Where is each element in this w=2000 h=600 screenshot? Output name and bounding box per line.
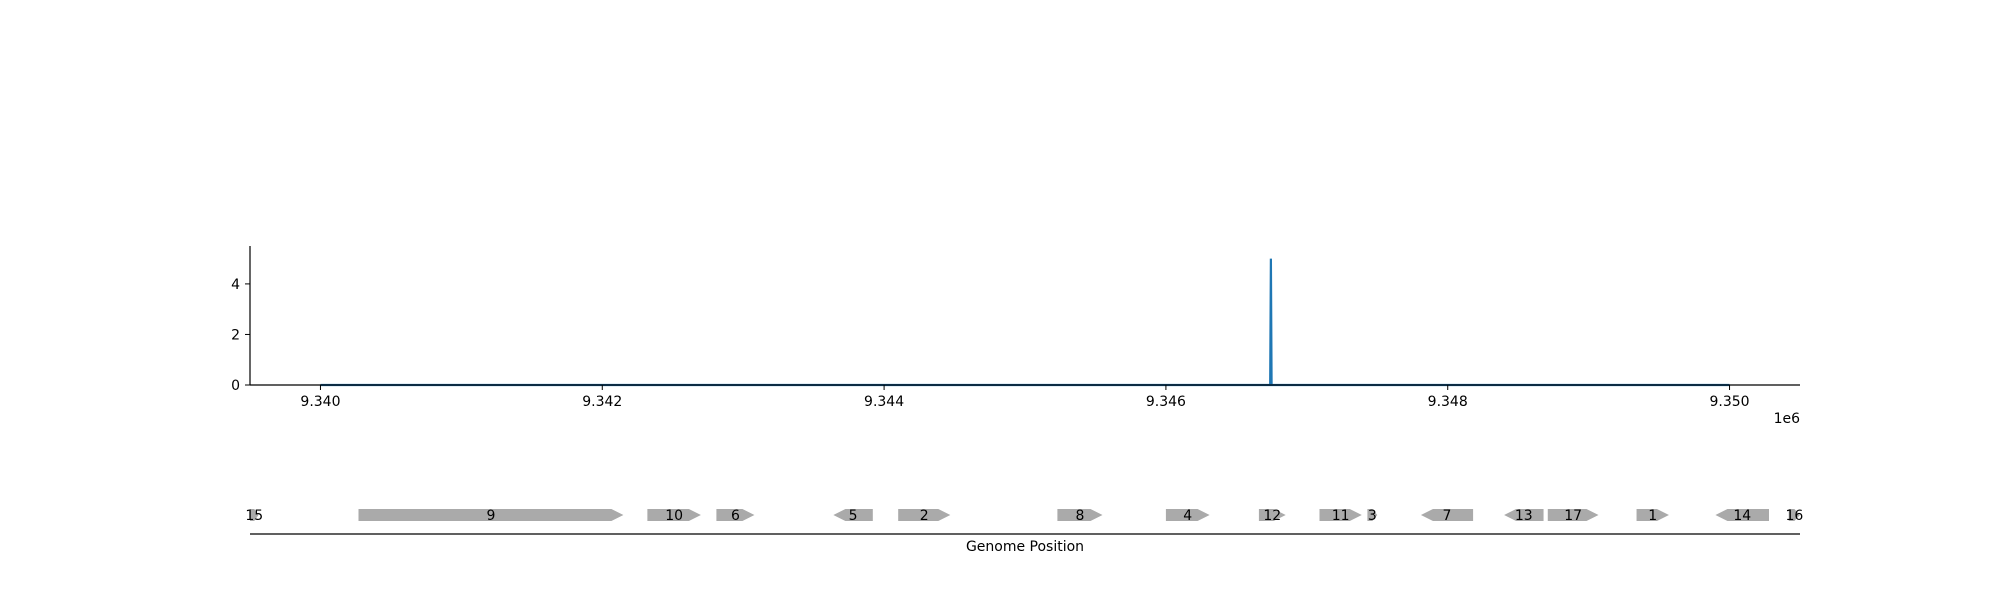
gene-label-3: 3 [1368, 508, 1377, 524]
gene-label-4: 4 [1183, 508, 1192, 524]
gene-label-12: 12 [1263, 508, 1281, 524]
gene-label-1: 1 [1648, 508, 1657, 524]
gene-arrow-16 [1788, 509, 1800, 521]
gene-label-5: 5 [849, 508, 858, 524]
gene-arrow-10 [647, 509, 701, 521]
x-tick-label: 9.344 [864, 394, 904, 410]
coverage-line-panel: 9.340 9.342 9.344 9.346 9.348 9.350 0 2 4 1e6 [231, 246, 1800, 427]
gene-label-14: 14 [1733, 508, 1751, 524]
y-tick-label: 4 [231, 277, 240, 293]
gene-arrow-1 [1636, 509, 1669, 521]
y-axis-ticks: 0 2 4 [231, 277, 250, 394]
x-tick-label: 9.346 [1146, 394, 1186, 410]
gene-label-6: 6 [731, 508, 740, 524]
x-tick-label: 9.342 [582, 394, 622, 410]
gene-arrow-8 [1057, 509, 1103, 521]
gene-arrow-4 [1165, 509, 1210, 521]
gene-arrow-11 [1319, 509, 1362, 521]
gene-label-13: 13 [1515, 508, 1533, 524]
gene-arrows: 15 9 10 6 5 2 8 4 12 11 3 7 13 17 1 14 16 [245, 508, 1803, 524]
gene-arrow-2 [898, 509, 951, 521]
x-tick-label: 9.340 [300, 394, 340, 410]
x-tick-label: 9.350 [1709, 394, 1749, 410]
gene-arrow-7 [1420, 509, 1474, 521]
x-axis-offset-label: 1e6 [1774, 411, 1801, 427]
y-tick-label: 0 [231, 378, 240, 394]
gene-label-16: 16 [1785, 508, 1803, 524]
gene-label-8: 8 [1075, 508, 1084, 524]
gene-label-15: 15 [245, 508, 263, 524]
gene-arrow-17 [1547, 509, 1599, 521]
x-axis-ticks: 9.340 9.342 9.344 9.346 9.348 9.350 [300, 385, 1750, 410]
gene-map-x-axis-label: Genome Position [966, 539, 1084, 555]
gene-label-10: 10 [665, 508, 683, 524]
y-tick-label: 2 [231, 327, 240, 343]
gene-arrow-15 [250, 509, 259, 521]
gene-label-2: 2 [920, 508, 929, 524]
gene-arrow-9 [358, 509, 624, 521]
x-tick-label: 9.348 [1428, 394, 1468, 410]
gene-label-11: 11 [1332, 508, 1350, 524]
gene-arrow-13 [1504, 509, 1544, 521]
gene-arrow-14 [1715, 509, 1769, 521]
gene-arrow-5 [833, 509, 873, 521]
gene-arrow-12 [1258, 509, 1286, 521]
gene-arrow-6 [716, 509, 755, 521]
gene-arrow-3 [1367, 509, 1378, 521]
gene-label-7: 7 [1443, 508, 1452, 524]
gene-map-panel: 15 9 10 6 5 2 8 4 12 11 3 7 13 17 1 14 16 Genome Positio… [245, 508, 1803, 555]
gene-label-17: 17 [1564, 508, 1582, 524]
gene-label-9: 9 [486, 508, 495, 524]
